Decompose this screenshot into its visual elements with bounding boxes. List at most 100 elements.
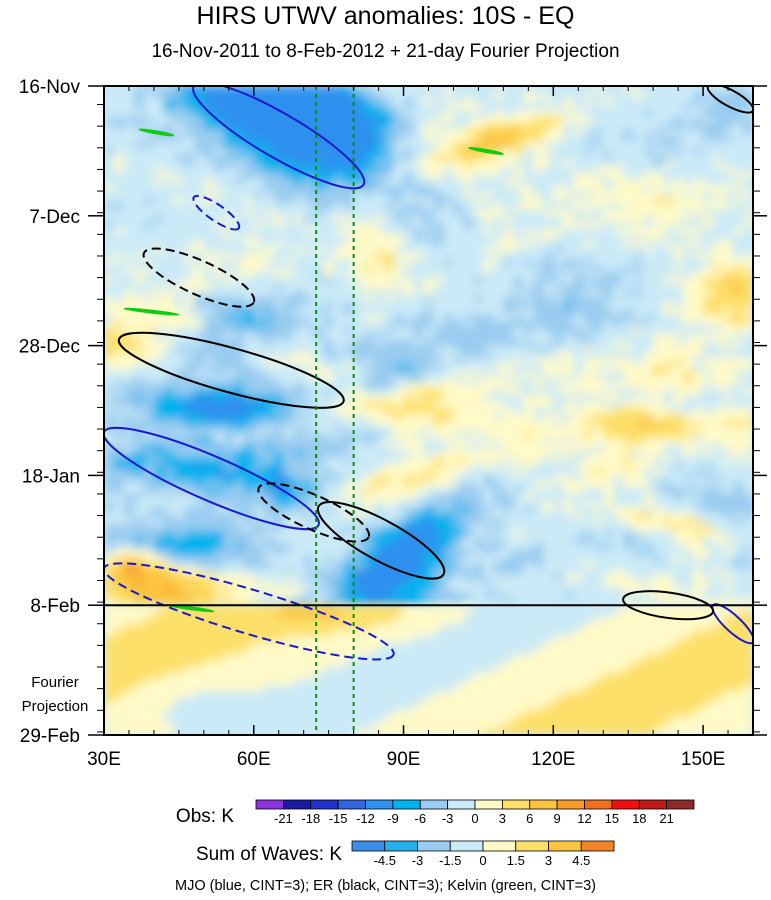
field-cell: [593, 555, 604, 563]
field-cell: [123, 481, 135, 489]
field-cell: [463, 413, 475, 421]
field-cell: [353, 98, 365, 106]
field-cell: [613, 209, 624, 217]
field-cell: [563, 493, 574, 501]
field-cell: [733, 537, 744, 544]
field-cell: [313, 364, 325, 371]
field-cell: [483, 240, 494, 248]
field-cell: [383, 370, 395, 378]
field-cell: [403, 86, 415, 93]
field-cell: [223, 234, 235, 242]
field-cell: [353, 450, 365, 458]
field-cell: [593, 419, 604, 427]
field-cell: [123, 296, 135, 303]
field-cell: [723, 339, 734, 347]
field-cell: [543, 481, 554, 489]
field-cell: [353, 296, 365, 303]
field-cell: [623, 475, 634, 483]
field-cell: [473, 419, 485, 427]
field-cell: [223, 370, 235, 378]
field-cell: [243, 228, 255, 235]
field-cell: [703, 314, 714, 322]
field-cell: [123, 172, 135, 180]
field-cell: [153, 277, 165, 285]
field-cell: [313, 395, 325, 402]
field-cell: [333, 357, 345, 365]
field-cell: [163, 129, 175, 137]
field-cell: [593, 246, 604, 254]
field-cell: [123, 153, 135, 161]
field-cell: [253, 110, 265, 118]
field-cell: [183, 98, 195, 106]
field-cell: [473, 456, 485, 464]
field-cell: [483, 259, 494, 266]
field-cell: [323, 221, 335, 229]
field-cell: [553, 98, 564, 106]
field-cell: [513, 438, 524, 446]
field-cell: [593, 314, 604, 322]
field-cell: [413, 493, 425, 501]
field-cell: [453, 370, 465, 378]
field-cell: [733, 166, 744, 174]
field-cell: [563, 209, 574, 217]
field-cell: [243, 438, 255, 446]
field-cell: [233, 178, 245, 186]
field-cell: [223, 320, 235, 328]
field-cell: [513, 364, 524, 371]
field-cell: [243, 382, 255, 390]
field-cell: [533, 265, 544, 273]
field-cell: [233, 228, 245, 235]
field-cell: [363, 296, 375, 303]
field-cell: [333, 209, 345, 217]
field-cell: [693, 456, 704, 464]
field-cell: [743, 191, 753, 198]
field-cell: [173, 178, 185, 186]
field-cell: [153, 172, 165, 180]
field-cell: [203, 432, 215, 439]
field-cell: [123, 308, 135, 316]
field-cell: [283, 376, 295, 384]
field-cell: [343, 493, 355, 501]
field-cell: [503, 345, 514, 353]
field-cell: [253, 215, 265, 223]
field-cell: [693, 388, 704, 396]
field-cell: [363, 481, 375, 489]
field-cell: [593, 197, 604, 205]
field-cell: [243, 432, 255, 439]
field-cell: [143, 277, 155, 285]
field-cell: [583, 271, 594, 279]
field-cell: [383, 357, 395, 365]
field-cell: [303, 537, 315, 544]
field-cell: [403, 197, 415, 205]
field-cell: [553, 209, 564, 217]
field-cell: [333, 345, 345, 353]
field-cell: [243, 401, 255, 409]
field-cell: [603, 265, 614, 273]
field-cell: [373, 265, 385, 273]
field-cell: [293, 240, 305, 248]
field-cell: [163, 296, 175, 303]
field-cell: [323, 413, 335, 421]
field-cell: [683, 351, 694, 359]
field-cell: [683, 425, 694, 433]
field-cell: [633, 512, 644, 520]
field-cell: [573, 549, 584, 557]
field-cell: [693, 450, 704, 458]
field-cell: [423, 228, 435, 235]
field-cell: [743, 450, 753, 458]
field-cell: [383, 184, 395, 192]
field-cell: [433, 438, 445, 446]
field-cell: [263, 116, 275, 124]
field-cell: [203, 283, 215, 291]
field-cell: [373, 419, 385, 427]
field-cell: [343, 425, 355, 433]
field-cell: [243, 184, 255, 192]
field-cell: [203, 160, 215, 167]
field-cell: [363, 432, 375, 439]
field-cell: [183, 518, 195, 526]
field-cell: [183, 302, 195, 310]
field-cell: [283, 413, 295, 421]
field-cell: [353, 376, 365, 384]
field-cell: [133, 228, 145, 235]
field-cell: [553, 172, 564, 180]
